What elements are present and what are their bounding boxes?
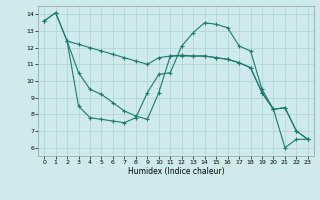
X-axis label: Humidex (Indice chaleur): Humidex (Indice chaleur) <box>128 167 224 176</box>
